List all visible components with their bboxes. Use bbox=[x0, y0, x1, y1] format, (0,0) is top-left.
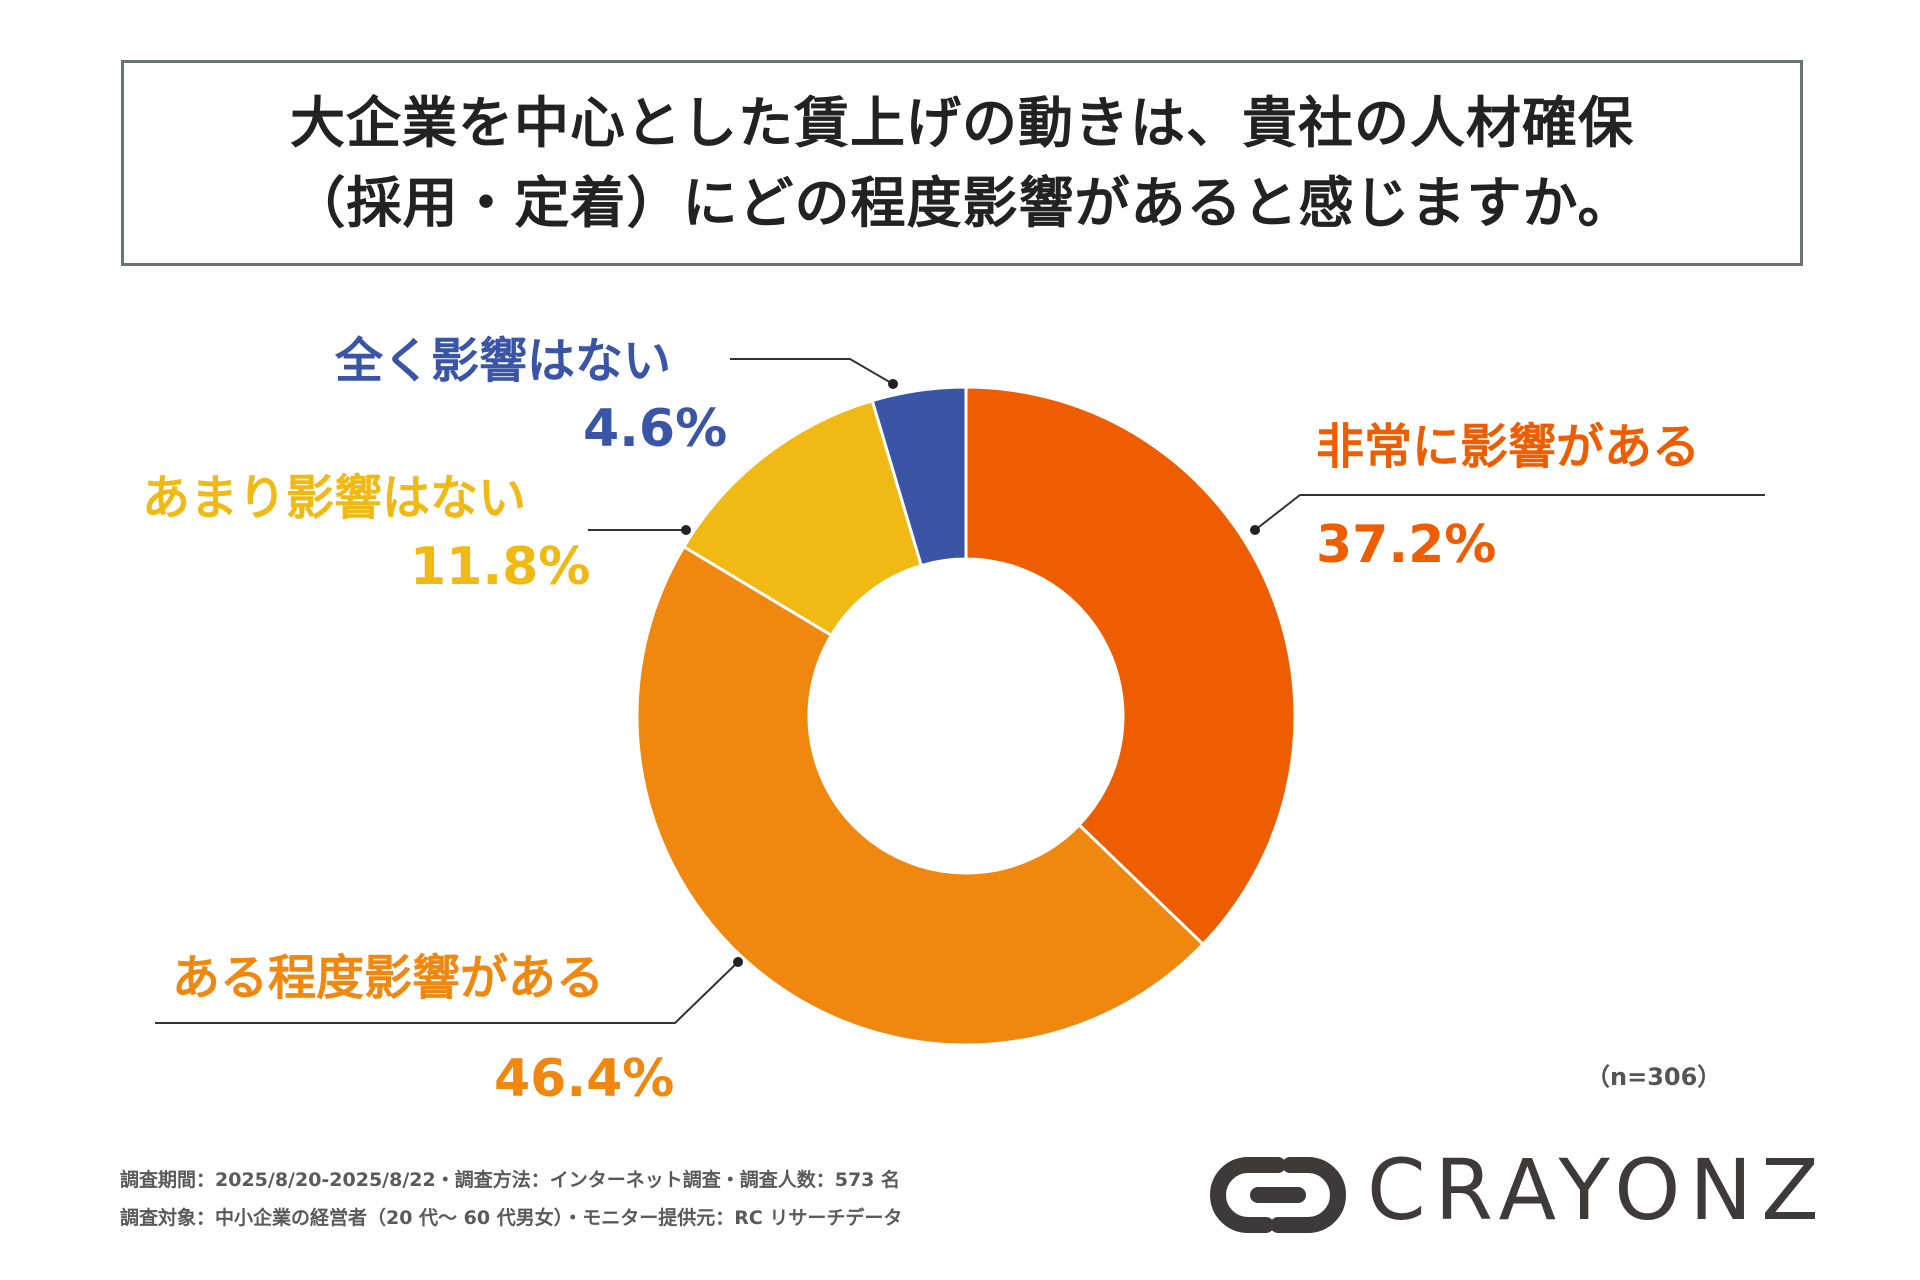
donut-slice-none bbox=[870, 385, 968, 568]
donut-slice-little bbox=[681, 398, 924, 638]
leader-dot-little bbox=[681, 525, 691, 535]
leader-line-none bbox=[730, 358, 894, 385]
leader-line-some bbox=[155, 961, 739, 1024]
leader-dot-very bbox=[1250, 525, 1260, 535]
chart-title-line-2: （採用・定着）にどの程度影響があると感じますか。 bbox=[290, 171, 1634, 235]
leader-dot-some bbox=[733, 957, 743, 967]
slice-label-none: 全く影響はない bbox=[335, 333, 672, 389]
leader-dot-none bbox=[888, 379, 898, 389]
leader-line-very bbox=[1254, 494, 1765, 531]
crayonz-logo-icon bbox=[1210, 1157, 1346, 1233]
slice-label-some: ある程度影響がある bbox=[172, 950, 605, 1006]
donut-slice-very bbox=[964, 385, 1297, 947]
crayonz-logo-text: CRAYONZ bbox=[1367, 1141, 1828, 1239]
donut-slice-some bbox=[635, 544, 1206, 1047]
sample-size-note: （n=306） bbox=[1586, 1063, 1722, 1091]
title-box: 大企業を中心とした賃上げの動きは、貴社の人材確保 （採用・定着）にどの程度影響が… bbox=[121, 60, 1803, 266]
survey-info-line-1: 調査期間：2025/8/20-2025/8/22・調査方法：インターネット調査・… bbox=[120, 1169, 901, 1191]
chart-title-line-1: 大企業を中心とした賃上げの動きは、貴社の人材確保 bbox=[289, 91, 1634, 155]
slice-value-little: 11.8% bbox=[410, 537, 591, 597]
survey-info-line-2: 調査対象：中小企業の経営者（20 代〜 60 代男女）・モニター提供元：RC リ… bbox=[120, 1207, 903, 1229]
slice-label-little: あまり影響はない bbox=[142, 470, 527, 526]
slice-value-very: 37.2% bbox=[1316, 515, 1497, 575]
slice-label-very: 非常に影響がある bbox=[1316, 419, 1701, 475]
slice-value-none: 4.6% bbox=[583, 399, 728, 459]
slice-value-some: 46.4% bbox=[494, 1049, 675, 1109]
